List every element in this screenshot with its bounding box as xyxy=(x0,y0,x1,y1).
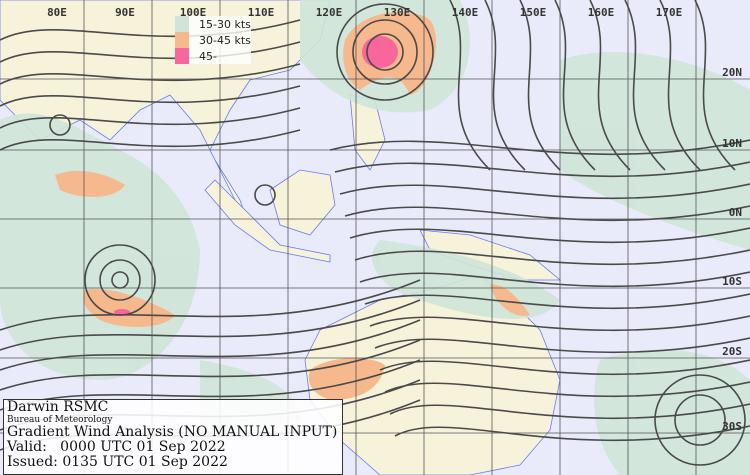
streamline xyxy=(369,315,750,332)
wind-speed-legend: 15-30 kts 30-45 kts 45- xyxy=(175,16,251,64)
streamline xyxy=(334,161,750,178)
streamline xyxy=(519,0,561,171)
legend-swatch xyxy=(175,48,189,64)
longitude-label: 170E xyxy=(656,6,683,19)
office-name: Darwin RSMC xyxy=(7,399,109,415)
streamline xyxy=(659,0,701,171)
latitude-label: 10S xyxy=(722,275,742,288)
streamline xyxy=(0,129,301,151)
latitude-label: 10N xyxy=(722,137,742,150)
longitude-label: 120E xyxy=(316,6,343,19)
latitude-label: 0N xyxy=(729,206,742,219)
info-box: Darwin RSMC Bureau of Meteorology Gradie… xyxy=(3,399,343,475)
land-sumatra-java xyxy=(204,179,331,263)
streamline xyxy=(379,359,750,376)
longitude-label: 90E xyxy=(115,6,135,19)
streamline xyxy=(0,107,301,129)
streamline xyxy=(384,381,750,398)
longitude-label: 110E xyxy=(248,6,275,19)
streamline xyxy=(374,337,750,354)
streamline xyxy=(344,205,750,222)
longitude-labels: 80E 90E 100E 110E 120E 130E 140E 150E 160E 170E xyxy=(47,6,682,19)
agency-name: Bureau of Meteorology xyxy=(7,415,113,425)
typhoon-circulation xyxy=(366,33,404,71)
streamline xyxy=(349,227,750,244)
streamline xyxy=(0,359,421,411)
streamline xyxy=(0,279,421,331)
analysis-title: Gradient Wind Analysis (NO MANUAL INPUT) xyxy=(7,424,338,440)
latitude-label: 30S xyxy=(722,420,742,433)
legend-swatch xyxy=(175,32,189,48)
longitude-label: 150E xyxy=(520,6,547,19)
longitude-label: 140E xyxy=(452,6,479,19)
typhoon-core xyxy=(362,36,398,68)
streamline xyxy=(449,0,491,171)
latitude-labels: 20N 10N 0N 10S 20S 30S xyxy=(722,66,742,433)
streamline xyxy=(329,139,750,156)
streamline xyxy=(694,0,736,171)
legend-label: 15-30 kts xyxy=(199,17,251,31)
wind-45-plus-areas xyxy=(114,36,398,315)
streamline xyxy=(589,0,631,171)
streamline xyxy=(0,319,421,371)
streamline xyxy=(0,85,301,107)
latitude-label: 20S xyxy=(722,345,742,358)
issued-time: Issued: 0135 UTC 01 Sep 2022 xyxy=(7,454,228,470)
streamline xyxy=(0,63,301,85)
longitude-label: 160E xyxy=(588,6,615,19)
streamline xyxy=(0,339,421,391)
longitude-label: 130E xyxy=(384,6,411,19)
streamline xyxy=(339,183,750,200)
legend-label: 45- xyxy=(199,49,217,63)
streamline xyxy=(394,425,750,442)
longitude-label: 100E xyxy=(180,6,207,19)
legend-item-30-45: 30-45 kts xyxy=(175,32,251,48)
legend-item-45-plus: 45- xyxy=(175,48,251,64)
streamline xyxy=(484,0,526,171)
legend-swatch xyxy=(175,16,189,32)
legend-label: 30-45 kts xyxy=(199,33,251,47)
longitude-label: 80E xyxy=(47,6,67,19)
latitude-label: 20N xyxy=(722,66,742,79)
streamline xyxy=(354,249,750,266)
streamline xyxy=(364,293,750,310)
streamline xyxy=(389,403,750,420)
legend-item-15-30: 15-30 kts xyxy=(175,16,251,32)
streamline xyxy=(0,299,421,351)
valid-time: Valid: 0000 UTC 01 Sep 2022 xyxy=(7,439,226,455)
low-circulation-indian-ocean xyxy=(111,271,129,289)
streamline xyxy=(624,0,666,171)
streamline xyxy=(359,271,750,288)
streamline xyxy=(554,0,596,171)
